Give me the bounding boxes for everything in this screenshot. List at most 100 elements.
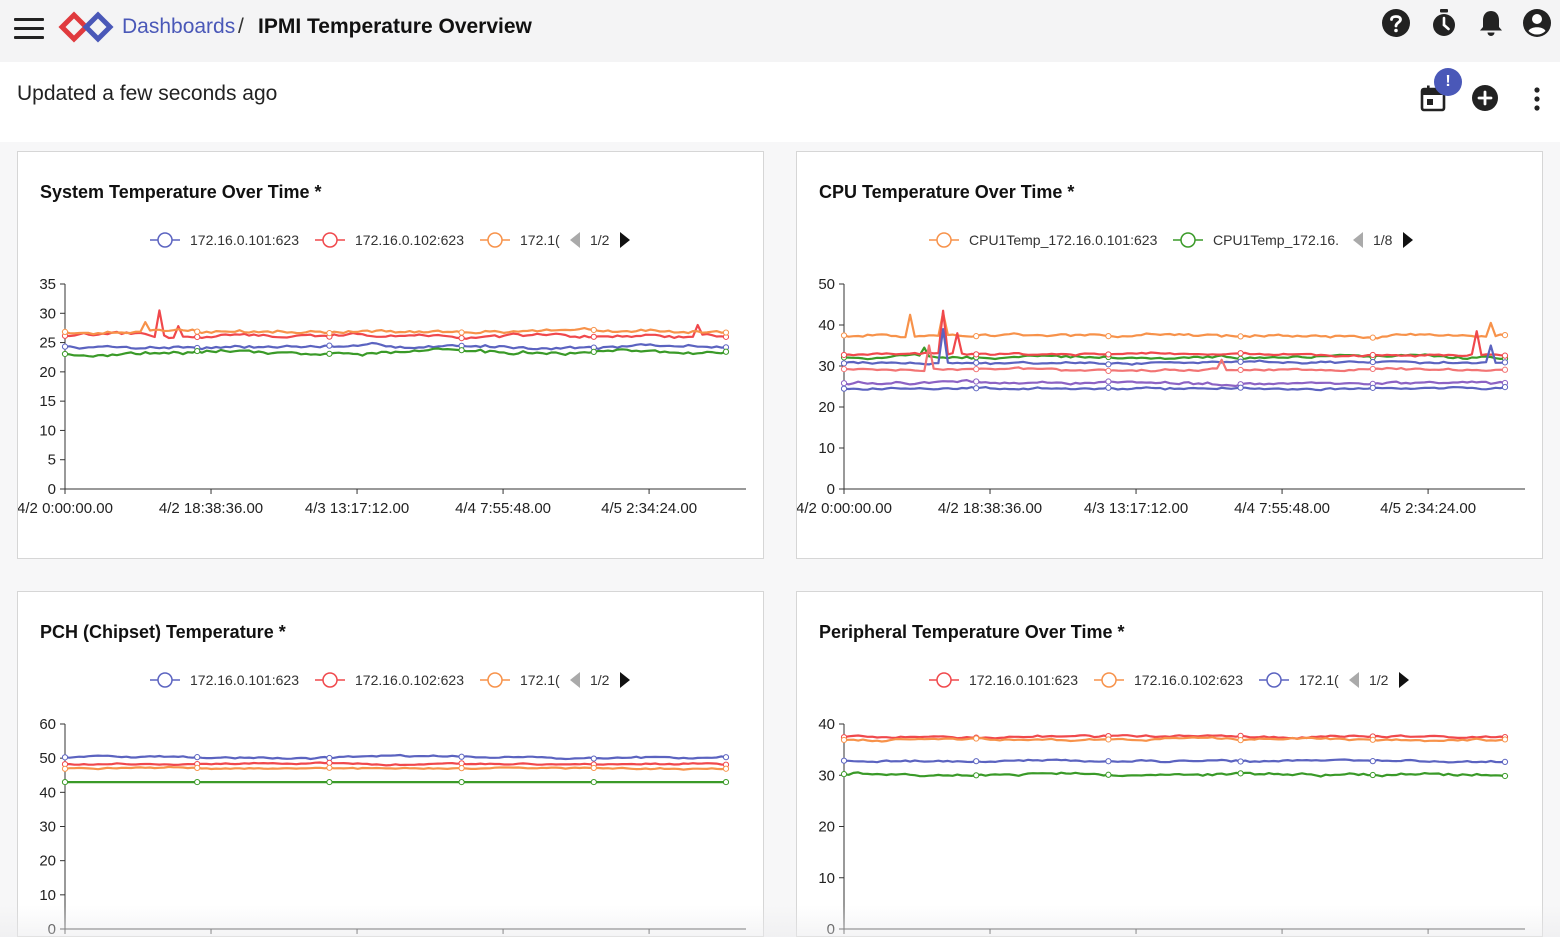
legend-item[interactable]: 172.1( (480, 232, 560, 248)
legend-prev-icon[interactable] (570, 232, 580, 248)
series-point[interactable] (973, 366, 980, 373)
series-point[interactable] (1105, 758, 1112, 765)
series-point[interactable] (1501, 772, 1509, 780)
series-point[interactable] (1105, 378, 1112, 385)
legend-item[interactable]: 172.16.0.102:623 (315, 232, 464, 248)
series-point[interactable] (1237, 350, 1244, 357)
help-icon[interactable] (1381, 8, 1411, 38)
series-point[interactable] (722, 348, 730, 355)
series-point[interactable] (326, 330, 333, 337)
series-point[interactable] (194, 328, 201, 335)
legend-item[interactable]: 172.16.0.101:623 (150, 232, 299, 248)
timer-icon[interactable] (1429, 8, 1459, 38)
breadcrumb-dashboards-link[interactable]: Dashboards (122, 15, 236, 38)
series-point[interactable] (722, 329, 730, 336)
add-icon[interactable] (1471, 84, 1499, 112)
series-point[interactable] (840, 365, 848, 373)
series-point[interactable] (973, 378, 980, 385)
series-point[interactable] (840, 757, 848, 764)
series-point[interactable] (840, 332, 848, 339)
series-point[interactable] (1237, 737, 1244, 744)
series-point[interactable] (973, 359, 980, 366)
series-point[interactable] (326, 778, 333, 786)
series-point[interactable] (590, 764, 597, 772)
series-point[interactable] (194, 754, 201, 761)
series-point[interactable] (194, 764, 201, 772)
series-point[interactable] (458, 778, 465, 786)
series-point[interactable] (1369, 358, 1376, 366)
series-point[interactable] (458, 334, 465, 342)
series-point[interactable] (722, 778, 730, 786)
legend-next-icon[interactable] (1403, 232, 1413, 248)
legend-item[interactable]: 172.1( (1259, 672, 1339, 688)
series-point[interactable] (1369, 334, 1376, 341)
series-point[interactable] (61, 350, 69, 358)
legend-prev-icon[interactable] (1349, 672, 1359, 688)
series-point[interactable] (1105, 332, 1112, 340)
series-point[interactable] (326, 342, 333, 349)
legend-item[interactable]: 172.16.0.102:623 (315, 672, 464, 688)
series-point[interactable] (840, 385, 848, 392)
series-point[interactable] (840, 351, 848, 359)
series-point[interactable] (590, 778, 597, 786)
legend-prev-icon[interactable] (570, 672, 580, 688)
series-point[interactable] (61, 778, 69, 786)
series-point[interactable] (61, 328, 69, 335)
legend-item[interactable]: CPU1Temp_172.16. (1173, 232, 1339, 248)
series-point[interactable] (458, 347, 465, 354)
account-icon[interactable] (1522, 8, 1552, 38)
legend-next-icon[interactable] (620, 232, 630, 248)
series-point[interactable] (1369, 365, 1376, 373)
series-point[interactable] (973, 772, 980, 779)
series-point[interactable] (1501, 359, 1509, 366)
series-point[interactable] (1105, 361, 1112, 368)
series-point[interactable] (1369, 384, 1376, 391)
series-point[interactable] (1501, 736, 1509, 743)
series-point[interactable] (840, 380, 848, 387)
series-point[interactable] (1237, 770, 1244, 777)
series-point[interactable] (973, 351, 980, 358)
series-point[interactable] (1237, 358, 1244, 365)
series-point[interactable] (458, 765, 465, 772)
series-point[interactable] (61, 754, 69, 761)
series-point[interactable] (590, 348, 597, 356)
series-point[interactable] (1369, 351, 1376, 359)
series-point[interactable] (1501, 352, 1509, 359)
menu-icon[interactable] (14, 16, 46, 40)
legend-next-icon[interactable] (620, 672, 630, 688)
series-point[interactable] (1237, 366, 1244, 374)
series-point[interactable] (973, 735, 980, 742)
more-vert-icon[interactable] (1527, 85, 1547, 113)
series-point[interactable] (973, 385, 980, 392)
series-point[interactable] (1501, 332, 1509, 339)
series-point[interactable] (1105, 351, 1112, 358)
series-point[interactable] (590, 755, 597, 762)
legend-item[interactable]: CPU1Temp_172.16.0.101:623 (929, 232, 1158, 248)
app-logo[interactable] (58, 9, 114, 45)
series-point[interactable] (1369, 771, 1376, 779)
series-point[interactable] (1369, 758, 1376, 765)
series-point[interactable] (1237, 333, 1244, 340)
series-point[interactable] (840, 771, 848, 778)
series-point[interactable] (973, 333, 980, 340)
notification-bell-icon[interactable] (1476, 8, 1506, 38)
series-point[interactable] (326, 759, 333, 766)
series-point[interactable] (1501, 758, 1509, 765)
legend-item[interactable]: 172.16.0.101:623 (929, 672, 1078, 688)
legend-item[interactable]: 172.1( (480, 672, 560, 688)
series-point[interactable] (458, 753, 465, 760)
series-point[interactable] (458, 329, 465, 336)
series-point[interactable] (61, 765, 69, 772)
series-point[interactable] (722, 754, 730, 761)
series-point[interactable] (1369, 736, 1376, 743)
series-point[interactable] (61, 343, 69, 350)
series-point[interactable] (1501, 384, 1509, 391)
series-point[interactable] (840, 736, 848, 744)
legend-next-icon[interactable] (1399, 672, 1409, 688)
series-point[interactable] (1105, 367, 1112, 375)
series-point[interactable] (1501, 366, 1509, 373)
series-point[interactable] (1105, 771, 1112, 778)
series-point[interactable] (1237, 758, 1244, 765)
series-point[interactable] (1105, 384, 1112, 391)
legend-prev-icon[interactable] (1353, 232, 1363, 248)
